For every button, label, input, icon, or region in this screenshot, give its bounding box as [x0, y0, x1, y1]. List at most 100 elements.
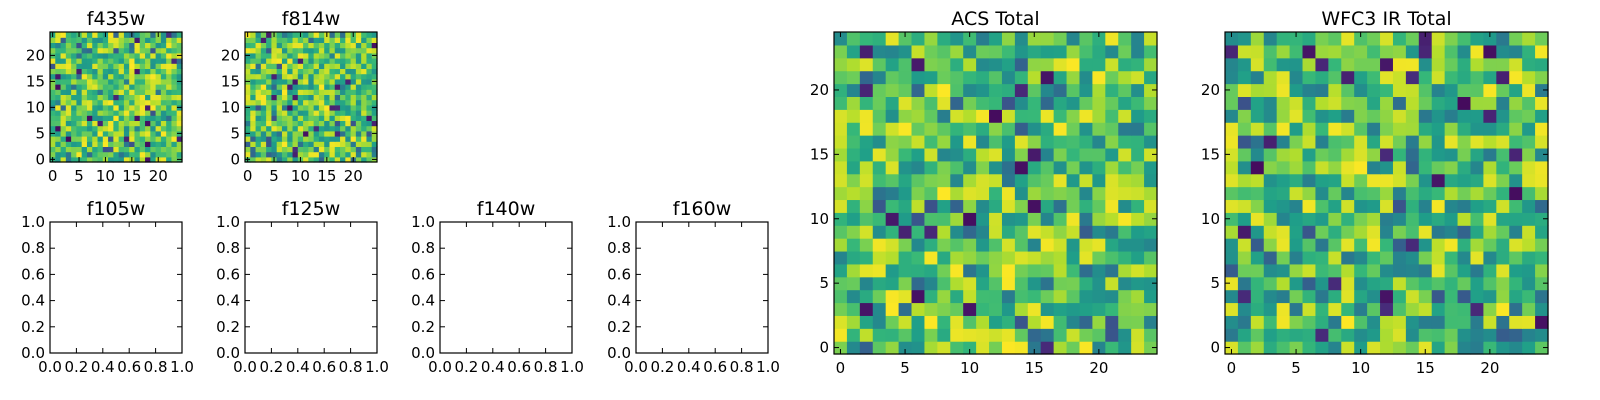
heatmap-cell [292, 89, 299, 95]
heatmap-cell [366, 78, 373, 85]
heatmap-cell [350, 68, 357, 75]
heatmap-cell [1079, 83, 1093, 97]
heatmap-cell [1535, 186, 1549, 201]
heatmap-cell [108, 89, 114, 95]
heatmap-cell [60, 110, 67, 116]
heatmap-cell [345, 146, 352, 153]
heatmap-cell [1105, 238, 1119, 252]
heatmap-cell [92, 84, 99, 90]
heatmap-cell [303, 52, 309, 59]
heatmap-cell [281, 94, 288, 101]
heatmap-cell [76, 63, 83, 69]
heatmap-cell [355, 68, 362, 75]
heatmap-cell [139, 115, 146, 121]
heatmap-cell [318, 63, 325, 69]
heatmap-cell [266, 104, 272, 111]
heatmap-cell [1144, 238, 1158, 252]
heatmap-cell [1354, 225, 1368, 239]
heatmap-cell [1144, 109, 1158, 123]
heatmap-cell [1289, 70, 1304, 85]
heatmap-cell [313, 151, 320, 158]
heatmap-cell [108, 73, 114, 80]
heatmap-cell [950, 186, 964, 201]
heatmap-cell [371, 32, 378, 38]
heatmap-cell [145, 156, 151, 163]
heatmap-cell [1457, 109, 1472, 123]
heatmap-cell [1341, 199, 1355, 213]
heatmap-cell [963, 173, 977, 188]
heatmap-cell [846, 70, 861, 85]
heatmap-cell [334, 110, 341, 116]
heatmap-cell [361, 146, 368, 153]
heatmap-cell [911, 250, 926, 265]
y-tick-label: 0.6 [411, 265, 435, 283]
heatmap-cell [171, 89, 178, 95]
heatmap-cell [937, 122, 951, 136]
heatmap-cell [308, 63, 315, 69]
heatmap-cell [292, 58, 299, 64]
heatmap-cell [1509, 225, 1523, 239]
heatmap-cell [318, 146, 325, 153]
heatmap-cell [1483, 32, 1497, 46]
heatmap-cell [963, 289, 977, 304]
y-tick-label: 0.4 [216, 292, 240, 310]
heatmap-cell [1250, 109, 1265, 123]
heatmap-cell [318, 68, 325, 75]
heatmap-cell [334, 99, 341, 106]
heatmap-cell [276, 68, 283, 75]
heatmap-cell [1354, 32, 1368, 46]
heatmap-cell [245, 89, 251, 95]
heatmap-cell [1522, 44, 1536, 59]
heatmap-cell [308, 115, 315, 121]
heatmap-cells [245, 32, 378, 163]
heatmap-cell [1014, 44, 1029, 59]
heatmap-cell [150, 52, 157, 59]
heatmap-cell [1092, 250, 1106, 265]
heatmap-cell [1040, 225, 1055, 239]
heatmap-cell [1289, 186, 1304, 201]
heatmap-cell [1027, 302, 1042, 316]
heatmap-cell [1470, 109, 1484, 123]
heatmap-cell [1263, 173, 1278, 188]
heatmap-cell [1509, 96, 1523, 110]
heatmap-cell [1418, 135, 1433, 149]
x-tick-label: 15 [122, 167, 141, 185]
heatmap-cell [1289, 328, 1304, 342]
heatmap-cell [1457, 315, 1472, 329]
heatmap-cell [1263, 212, 1278, 226]
heatmap-cell [1470, 250, 1484, 265]
heatmap-cell [1328, 250, 1342, 265]
heatmap-cell [250, 120, 257, 127]
heatmap-cell [1341, 289, 1355, 304]
heatmap-cell [1053, 250, 1068, 265]
heatmap-cell [1027, 238, 1042, 252]
heatmap-cell [171, 94, 178, 101]
heatmap-cell [1276, 328, 1291, 342]
heatmap-cell [1392, 70, 1407, 85]
heatmap-cell [1131, 212, 1145, 226]
heatmap-cell [355, 120, 362, 127]
heatmap-cell [1328, 225, 1342, 239]
heatmap-cell [86, 110, 93, 116]
heatmap-cell [1237, 135, 1252, 149]
heatmap-cell [1027, 160, 1042, 175]
heatmap-cell [1522, 341, 1536, 355]
heatmap-cell [340, 37, 346, 43]
heatmap-cell [276, 110, 283, 116]
heatmap-cell [1066, 199, 1081, 213]
heatmap-cell [1328, 135, 1342, 149]
y-tick-label: 15 [221, 72, 240, 90]
heatmap-cell [166, 68, 173, 75]
heatmap-cell [1131, 186, 1145, 201]
y-tick-label: 20 [810, 81, 829, 99]
heatmap-cell [139, 78, 146, 85]
heatmap-cell [245, 110, 251, 116]
heatmap-cell [1522, 212, 1536, 226]
heatmap-cell [834, 302, 848, 316]
heatmap-cell [1040, 109, 1055, 123]
heatmap-cell [292, 125, 299, 132]
heatmap-cell [885, 83, 900, 97]
heatmap-cell [924, 289, 938, 304]
heatmap-cell [97, 32, 104, 38]
heatmap-cell [271, 99, 278, 106]
